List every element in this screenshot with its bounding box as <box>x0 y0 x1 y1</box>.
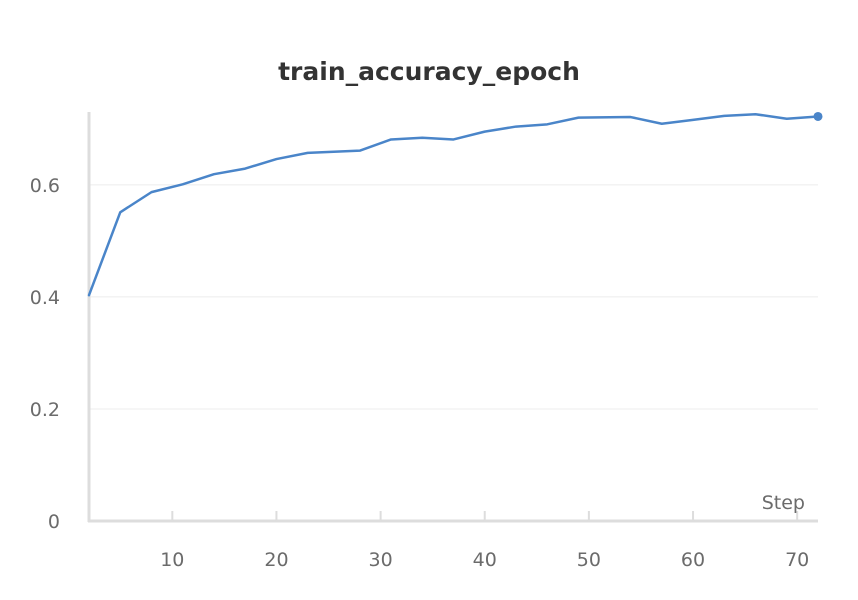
tick-labels: 0 0.2 0.4 0.6 10 20 30 40 50 60 70 <box>30 175 809 571</box>
y-tick-label: 0 <box>48 511 60 533</box>
gridlines <box>89 184 818 410</box>
x-tick-label: 60 <box>681 549 705 571</box>
x-tick-label: 30 <box>369 549 393 571</box>
x-tick-label: 70 <box>785 549 809 571</box>
x-tick-label: 20 <box>264 549 288 571</box>
y-tick-label: 0.6 <box>30 175 60 197</box>
series <box>87 111 823 297</box>
x-tick-label: 40 <box>473 549 497 571</box>
chart-title: train_accuracy_epoch <box>278 57 580 86</box>
axes <box>87 112 818 523</box>
x-axis-label: Step <box>762 492 805 514</box>
x-tick-label: 50 <box>577 549 601 571</box>
x-tick-label: 10 <box>160 549 184 571</box>
y-tick-label: 0.2 <box>30 399 60 421</box>
y-tick-label: 0.4 <box>30 287 60 309</box>
series-line <box>87 112 820 297</box>
last-point-marker <box>813 111 823 121</box>
